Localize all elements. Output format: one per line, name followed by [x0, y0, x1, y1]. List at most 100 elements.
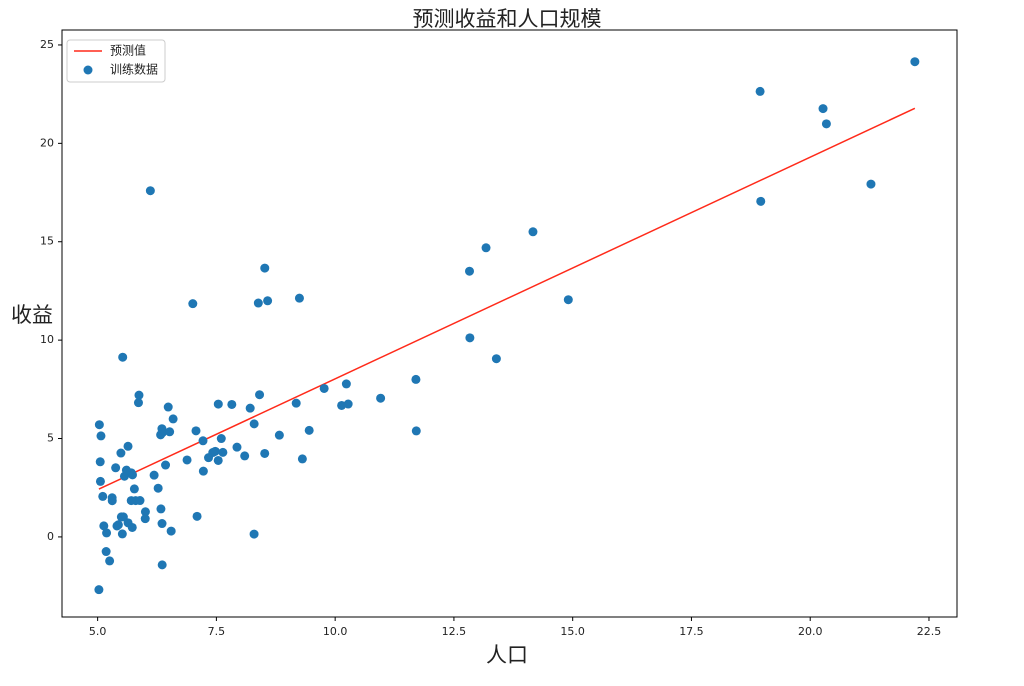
data-point	[297, 454, 307, 464]
y-tick-label: 25	[40, 38, 54, 51]
data-point	[157, 424, 167, 434]
data-point	[245, 403, 255, 413]
data-point	[232, 442, 242, 452]
data-point	[168, 414, 178, 424]
data-point	[528, 227, 538, 237]
data-point	[260, 448, 270, 458]
data-point	[249, 529, 259, 539]
data-point	[111, 463, 121, 473]
data-point	[198, 466, 208, 476]
data-point	[755, 86, 765, 96]
x-tick-label: 10.0	[323, 625, 348, 638]
data-point	[145, 186, 155, 196]
fit-line	[98, 107, 916, 490]
data-point	[563, 295, 573, 305]
data-point	[319, 383, 329, 393]
x-tick-label: 17.5	[679, 625, 704, 638]
data-point	[127, 522, 137, 532]
data-point	[818, 104, 828, 114]
data-point	[149, 470, 159, 480]
data-point	[113, 520, 123, 530]
data-point	[240, 451, 250, 461]
legend-label: 训练数据	[110, 62, 158, 77]
data-point	[481, 243, 491, 253]
y-tick-label: 15	[40, 235, 54, 248]
data-point	[129, 484, 139, 494]
x-tick-label: 15.0	[560, 625, 585, 638]
data-point	[133, 398, 143, 408]
data-point	[253, 298, 263, 308]
data-point	[101, 547, 111, 557]
data-point	[153, 483, 163, 493]
data-point	[491, 354, 501, 364]
data-point	[165, 427, 175, 437]
data-point	[118, 352, 128, 362]
data-point	[134, 390, 144, 400]
data-point	[191, 426, 201, 436]
x-tick-label: 7.5	[208, 625, 226, 638]
data-point	[116, 512, 126, 522]
data-point	[157, 519, 167, 529]
data-point	[182, 455, 192, 465]
data-point	[123, 441, 133, 451]
data-point	[465, 266, 475, 276]
data-point	[213, 399, 223, 409]
data-point	[95, 476, 105, 486]
data-point	[291, 398, 301, 408]
data-point	[411, 374, 421, 384]
x-tick-label: 20.0	[798, 625, 823, 638]
data-point	[116, 448, 126, 458]
data-point	[95, 457, 105, 467]
x-tick-label: 5.0	[89, 625, 107, 638]
x-tick-label: 12.5	[442, 625, 467, 638]
y-tick-label: 20	[40, 136, 54, 149]
data-point	[107, 493, 117, 503]
data-point	[94, 585, 104, 595]
data-point	[465, 333, 475, 343]
data-point	[411, 426, 421, 436]
y-axis-label: 收益	[11, 303, 53, 327]
data-point	[161, 460, 171, 470]
data-point	[821, 119, 831, 129]
data-point	[188, 299, 198, 309]
data-point	[294, 293, 304, 303]
data-point	[218, 447, 228, 457]
data-point	[117, 529, 127, 539]
data-point	[910, 57, 920, 67]
data-point	[756, 196, 766, 206]
data-point	[121, 465, 131, 475]
data-point	[866, 179, 876, 189]
y-tick-label: 5	[47, 432, 54, 445]
data-point	[126, 496, 136, 506]
data-point	[216, 434, 226, 444]
data-point	[274, 430, 284, 440]
y-tick-label: 10	[40, 333, 54, 346]
data-point	[249, 419, 259, 429]
data-point	[204, 453, 214, 463]
data-point	[96, 431, 106, 441]
legend-marker	[83, 65, 93, 75]
data-point	[343, 399, 353, 409]
data-point	[156, 504, 166, 514]
data-point	[127, 470, 137, 480]
chart-title: 预测收益和人口规模	[413, 7, 602, 31]
data-point	[255, 390, 265, 400]
data-point	[98, 491, 108, 501]
data-point	[260, 263, 270, 273]
data-point	[263, 296, 273, 306]
data-point	[140, 507, 150, 517]
data-point	[99, 521, 109, 531]
data-point	[304, 425, 314, 435]
data-point	[102, 528, 112, 538]
data-point	[213, 455, 223, 465]
x-axis-label: 人口	[486, 643, 528, 667]
plot-frame	[61, 29, 958, 618]
data-point	[198, 436, 208, 446]
data-point	[105, 556, 115, 566]
data-point	[94, 420, 104, 430]
data-point	[376, 393, 386, 403]
data-point	[157, 560, 167, 570]
data-point	[227, 399, 237, 409]
data-point	[163, 402, 173, 412]
